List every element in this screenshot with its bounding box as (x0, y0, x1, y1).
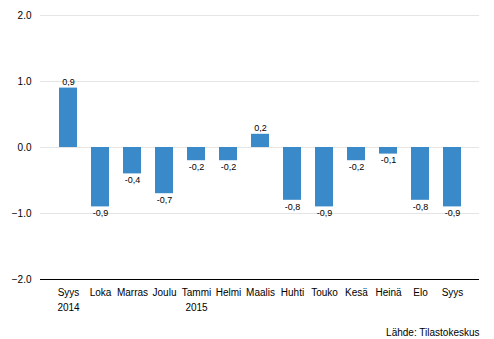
svg-text:0,9: 0,9 (62, 77, 75, 87)
svg-text:0,2: 0,2 (254, 123, 267, 133)
svg-text:−2.0: −2.0 (12, 274, 32, 285)
svg-text:-0,9: -0,9 (93, 208, 109, 218)
svg-text:Heinä: Heinä (375, 287, 402, 298)
svg-text:-0,2: -0,2 (221, 162, 237, 172)
svg-text:-0,9: -0,9 (445, 208, 461, 218)
svg-text:Huhti: Huhti (281, 287, 304, 298)
svg-text:Marras: Marras (117, 287, 148, 298)
svg-text:Syys: Syys (442, 287, 464, 298)
svg-text:2015: 2015 (185, 302, 208, 313)
svg-text:Maalis: Maalis (246, 287, 275, 298)
svg-text:Touko: Touko (311, 287, 338, 298)
svg-text:Elo: Elo (413, 287, 428, 298)
svg-text:Tammi: Tammi (182, 287, 211, 298)
svg-text:Helmi: Helmi (216, 287, 242, 298)
svg-text:-0,2: -0,2 (349, 162, 365, 172)
svg-text:−1.0: −1.0 (12, 208, 32, 219)
svg-text:Lähde: Tilastokeskus: Lähde: Tilastokeskus (386, 327, 479, 338)
svg-text:-0,9: -0,9 (317, 208, 333, 218)
svg-text:-0,4: -0,4 (125, 175, 141, 185)
svg-text:Syys: Syys (58, 287, 80, 298)
svg-text:0.0: 0.0 (18, 142, 32, 153)
svg-text:2.0: 2.0 (18, 10, 32, 21)
svg-text:1.0: 1.0 (18, 76, 32, 87)
svg-text:-0,8: -0,8 (285, 202, 301, 212)
svg-text:-0,1: -0,1 (381, 155, 397, 165)
svg-text:2014: 2014 (57, 302, 80, 313)
svg-text:Kesä: Kesä (345, 287, 368, 298)
svg-text:-0,2: -0,2 (189, 162, 205, 172)
svg-text:-0,8: -0,8 (413, 202, 429, 212)
svg-text:Loka: Loka (90, 287, 112, 298)
svg-text:-0,7: -0,7 (157, 195, 173, 205)
svg-text:Joulu: Joulu (153, 287, 177, 298)
